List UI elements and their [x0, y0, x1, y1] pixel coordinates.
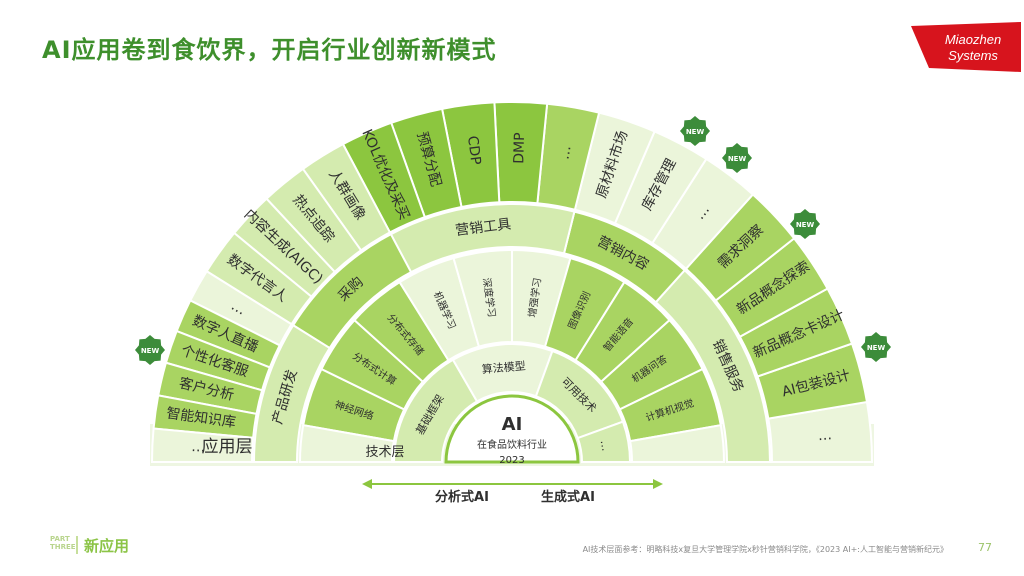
logo-line1: Miaozhen [945, 32, 1001, 47]
tech-inner-label-1: 算法模型 [481, 358, 526, 376]
tech-inner-sector-1 [451, 343, 554, 403]
new-badge-text: NEW [141, 347, 160, 355]
miaozhen-logo: Miaozhen Systems [911, 22, 1021, 72]
tech-inner-sector-0 [392, 358, 479, 463]
app-label-sales-5: … [191, 439, 206, 456]
new-badge-shape [722, 143, 752, 173]
new-badge-shape [790, 209, 820, 239]
new-badge: NEW [722, 143, 752, 173]
new-badge-text: NEW [867, 344, 886, 352]
page-title: AI应用卷到食饮界，开启行业创新新模式 [42, 36, 497, 64]
logo-line2: Systems [948, 48, 998, 63]
app-sector-sales-5 [150, 427, 255, 463]
new-badge: NEW [680, 116, 710, 146]
new-badge: NEW [135, 335, 165, 365]
axis-arrow-left [362, 479, 372, 489]
app-label-sales-0: … [228, 298, 248, 319]
tech-sector-7 [574, 280, 671, 384]
tech-sector-3 [398, 256, 481, 362]
app-label-tools-1: DMP [511, 132, 528, 164]
footer-divider [76, 536, 78, 554]
new-badge: NEW [790, 209, 820, 239]
app-label-product-0: … [817, 427, 832, 444]
tech-sector-6 [543, 256, 626, 362]
tech-sector-5 [511, 248, 572, 348]
footer-reference: AI技术层面参考：明略科技x复旦大学管理学院x秒针营销科学院，《2023 AI+… [582, 545, 948, 554]
new-badge-text: NEW [728, 155, 747, 163]
app-label-tools-2: CDP [464, 135, 483, 166]
new-badge: NEW [861, 332, 891, 362]
axis-label-right: 生成式AI [541, 489, 595, 505]
new-badge-text: NEW [686, 128, 705, 136]
app-label-tools-0: … [556, 144, 574, 161]
category-label-tools: 营销工具 [454, 216, 512, 239]
category-sector-product [252, 323, 332, 463]
axis-label-left: 分析式AI [435, 489, 489, 505]
tech-sector-right-end [629, 424, 726, 463]
page-number: 77 [978, 541, 992, 554]
tech-inner-label-3: … [598, 439, 613, 452]
tech-sector-8 [599, 318, 704, 411]
new-badge-shape [861, 332, 891, 362]
center-subtitle: 在食品饮料行业 [477, 438, 547, 451]
center-year: 2023 [499, 455, 524, 466]
center-title: AI [502, 414, 523, 435]
footer-part-label: PART THREE [50, 535, 76, 551]
center-core [444, 394, 580, 464]
tech-sector-4 [452, 248, 513, 348]
axis-arrow-right [653, 479, 663, 489]
layer-label-tech: 技术层 [365, 445, 404, 460]
tech-sector-2 [353, 280, 450, 384]
tech-inner-sector-2 [534, 349, 625, 440]
new-badge-shape [680, 116, 710, 146]
footer-section-title: 新应用 [84, 537, 130, 555]
layer-label-app: 应用层 [202, 437, 253, 457]
new-badge-text: NEW [796, 221, 815, 229]
tech-sector-left-end [298, 424, 395, 463]
tech-sector-1 [320, 318, 425, 411]
new-badge-shape [135, 335, 165, 365]
tech-sector-9 [618, 367, 722, 443]
tech-inner-sector-3 [576, 420, 632, 463]
